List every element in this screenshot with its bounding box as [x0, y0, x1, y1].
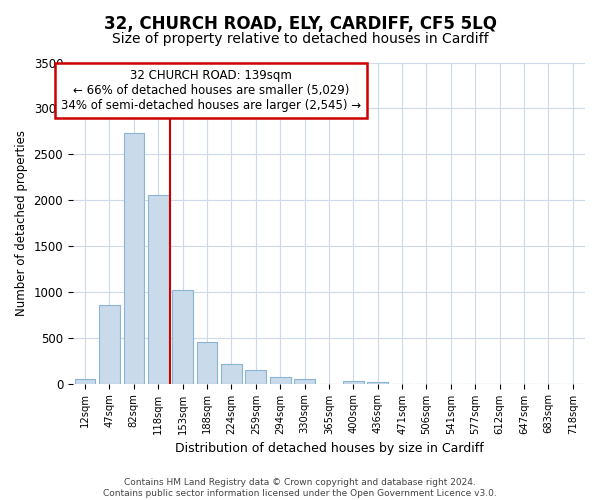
Text: Size of property relative to detached houses in Cardiff: Size of property relative to detached ho… — [112, 32, 488, 46]
Bar — [221, 364, 242, 384]
Text: 32 CHURCH ROAD: 139sqm
← 66% of detached houses are smaller (5,029)
34% of semi-: 32 CHURCH ROAD: 139sqm ← 66% of detached… — [61, 69, 361, 112]
Bar — [343, 381, 364, 384]
Bar — [245, 370, 266, 384]
Text: 32, CHURCH ROAD, ELY, CARDIFF, CF5 5LQ: 32, CHURCH ROAD, ELY, CARDIFF, CF5 5LQ — [104, 15, 497, 33]
Bar — [294, 378, 315, 384]
Y-axis label: Number of detached properties: Number of detached properties — [15, 130, 28, 316]
Bar — [367, 382, 388, 384]
X-axis label: Distribution of detached houses by size in Cardiff: Distribution of detached houses by size … — [175, 442, 484, 455]
Bar — [197, 342, 217, 384]
Bar — [148, 194, 169, 384]
Bar — [75, 378, 95, 384]
Text: Contains HM Land Registry data © Crown copyright and database right 2024.
Contai: Contains HM Land Registry data © Crown c… — [103, 478, 497, 498]
Bar — [124, 133, 144, 384]
Bar — [270, 377, 290, 384]
Bar — [99, 304, 120, 384]
Bar — [172, 290, 193, 384]
